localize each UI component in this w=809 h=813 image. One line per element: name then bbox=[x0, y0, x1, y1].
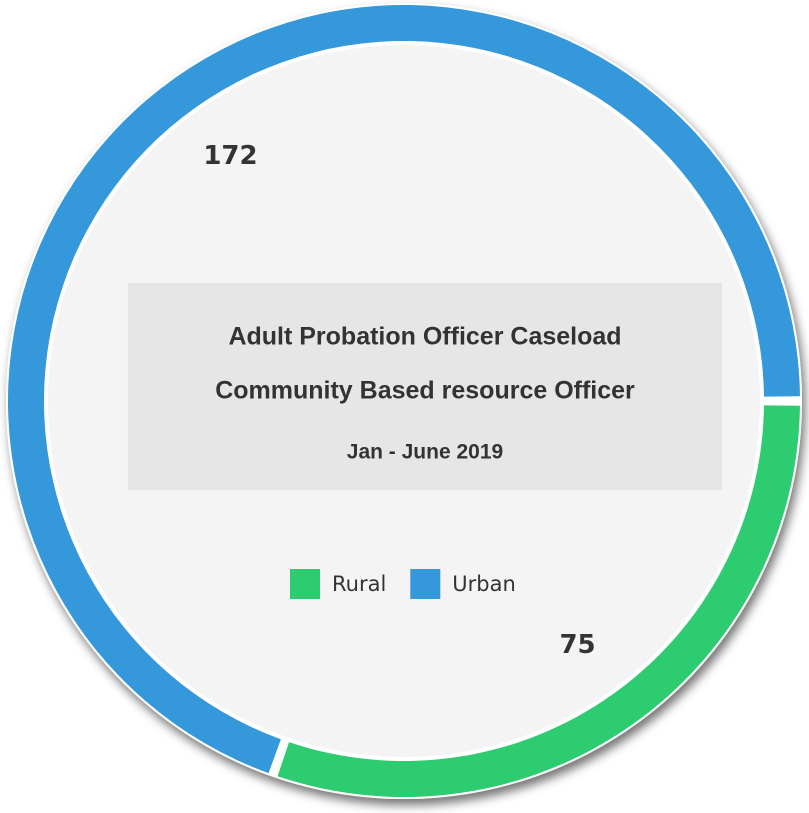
chart-title: Adult Probation Officer Caseload bbox=[228, 323, 621, 351]
legend-label: Urban bbox=[452, 572, 516, 596]
chart-subtitle: Jan - June 2019 bbox=[347, 441, 503, 464]
legend-label: Rural bbox=[332, 572, 386, 596]
title-box bbox=[128, 283, 722, 490]
legend-swatch bbox=[290, 569, 320, 599]
data-label: 75 bbox=[559, 630, 595, 660]
legend-swatch bbox=[410, 569, 441, 599]
chart-subtitle: Community Based resource Officer bbox=[215, 377, 635, 405]
data-label: 172 bbox=[203, 141, 257, 171]
donut-segment bbox=[277, 405, 800, 798]
